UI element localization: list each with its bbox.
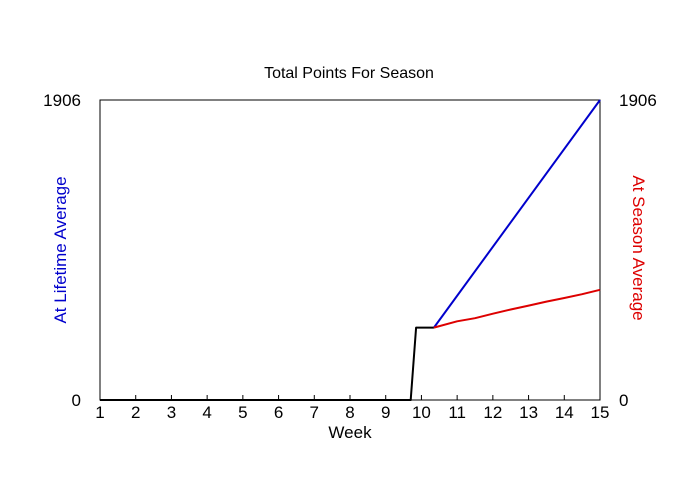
y-axis-ticks: 0 1906 0 1906: [43, 91, 657, 410]
right-y-tick-label: 1906: [619, 91, 657, 110]
x-tick-label: 15: [591, 403, 610, 422]
left-y-tick-label: 1906: [43, 91, 81, 110]
series-line-1: [433, 99, 601, 329]
x-tick-label: 2: [131, 403, 140, 422]
right-y-tick-label: 0: [619, 391, 628, 410]
series-line-2: [433, 288, 601, 329]
x-tick-label: 3: [167, 403, 176, 422]
x-axis-label: Week: [328, 423, 372, 442]
x-tick-label: 10: [412, 403, 431, 422]
x-tick-label: 6: [274, 403, 283, 422]
chart-title: Total Points For Season: [264, 65, 434, 82]
x-axis-ticks: 1 2 3 4 5 6 7 8 9 10 11 12 13 14 15: [95, 395, 609, 422]
left-y-tick-label: 0: [72, 391, 81, 410]
x-tick-label: 1: [95, 403, 104, 422]
series-layer: [100, 99, 601, 401]
x-tick-label: 12: [483, 403, 502, 422]
x-tick-label: 9: [381, 403, 390, 422]
series-line-0: [100, 326, 434, 401]
x-tick-label: 4: [202, 403, 211, 422]
x-tick-label: 5: [238, 403, 247, 422]
plot-area-frame: [99, 99, 601, 401]
x-tick-label: 8: [345, 403, 354, 422]
right-y-axis-label: At Season Average: [629, 175, 648, 320]
x-tick-label: 7: [310, 403, 319, 422]
x-tick-label: 13: [519, 403, 538, 422]
x-tick-label: 14: [555, 403, 574, 422]
x-tick-label: 11: [448, 403, 466, 422]
left-y-axis-label: At Lifetime Average: [51, 176, 70, 323]
